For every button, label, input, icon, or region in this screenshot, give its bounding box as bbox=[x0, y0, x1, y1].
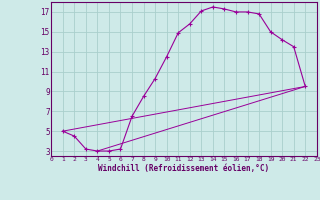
X-axis label: Windchill (Refroidissement éolien,°C): Windchill (Refroidissement éolien,°C) bbox=[99, 164, 269, 173]
